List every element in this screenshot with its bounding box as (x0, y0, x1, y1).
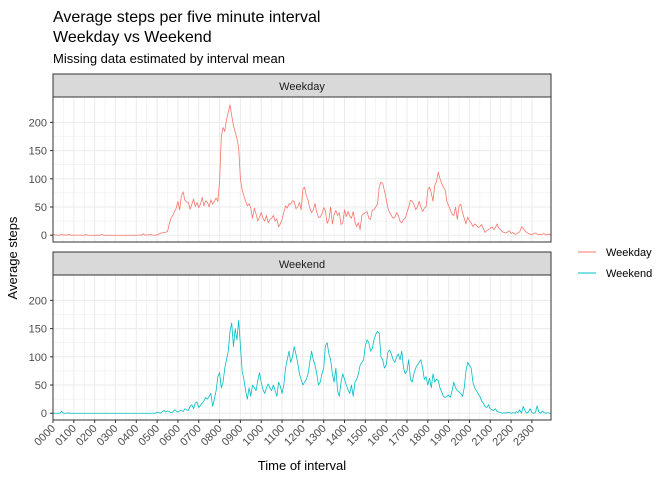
y-tick-label: 150 (29, 324, 47, 336)
y-tick-label: 0 (41, 230, 47, 242)
y-tick-label: 50 (35, 380, 47, 392)
chart-title-line2: Weekday vs Weekend (53, 29, 212, 46)
x-tick-label: 1700 (386, 423, 412, 449)
y-axis-title: Average steps (5, 216, 20, 299)
x-tick-label: 0900 (220, 423, 246, 449)
x-axis: 0000010002000300040005000600070008000900… (32, 420, 537, 448)
legend: Weekday Weekend (578, 247, 652, 280)
x-tick-label: 0600 (157, 423, 183, 449)
x-tick-label: 2000 (449, 423, 475, 449)
x-tick-label: 0700 (178, 423, 204, 449)
y-tick-label: 0 (41, 408, 47, 420)
y-tick-label: 200 (29, 117, 47, 129)
x-tick-label: 1800 (407, 423, 433, 449)
x-tick-label: 0100 (53, 423, 79, 449)
y-tick-label: 50 (35, 202, 47, 214)
x-tick-label: 0400 (116, 423, 142, 449)
y-tick-label: 200 (29, 295, 47, 307)
panel-border (52, 96, 552, 243)
x-tick-label: 0200 (74, 423, 100, 449)
plot-area-weekend: 0 50 100 150 200 (29, 274, 552, 421)
plot-background (53, 275, 551, 420)
plot-background (53, 97, 551, 242)
series-line-weekend (52, 319, 551, 414)
panel-weekend: Weekend 0 50 100 150 200 (29, 251, 552, 421)
y-tick-label: 100 (29, 352, 47, 364)
plot-area-weekday: 0 50 100 150 200 (29, 96, 552, 243)
x-tick-label: 0800 (199, 423, 225, 449)
strip-label-weekend: Weekend (279, 259, 325, 271)
legend-label-weekday: Weekday (606, 247, 652, 259)
x-tick-label: 1600 (365, 423, 391, 449)
chart-title-line1: Average steps per five minute interval (53, 9, 320, 26)
x-tick-label: 1200 (282, 423, 308, 449)
x-tick-label: 1000 (241, 423, 267, 449)
x-tick-label: 0000 (32, 423, 58, 449)
x-tick-label: 0500 (136, 423, 162, 449)
legend-label-weekend: Weekend (606, 268, 652, 280)
x-tick-label: 0300 (95, 423, 121, 449)
x-tick-label: 1100 (262, 423, 287, 448)
panel-weekday: Weekday 0 50 100 150 200 (29, 73, 552, 243)
chart-subtitle: Missing data estimated by interval mean (53, 51, 285, 66)
x-tick-label: 2300 (511, 423, 537, 449)
series-line-weekday (52, 104, 552, 236)
y-tick-label: 150 (29, 146, 47, 158)
x-tick-label: 2200 (490, 423, 516, 449)
panel-border (52, 274, 552, 421)
x-tick-label: 1900 (428, 423, 454, 449)
x-tick-label: 2100 (470, 423, 496, 449)
strip-label-weekday: Weekday (279, 81, 325, 93)
x-tick-label: 1500 (345, 423, 371, 449)
x-tick-label: 1300 (303, 423, 329, 449)
x-tick-label: 1400 (324, 423, 350, 449)
x-axis-title: Time of interval (258, 458, 346, 473)
y-tick-label: 100 (29, 174, 47, 186)
